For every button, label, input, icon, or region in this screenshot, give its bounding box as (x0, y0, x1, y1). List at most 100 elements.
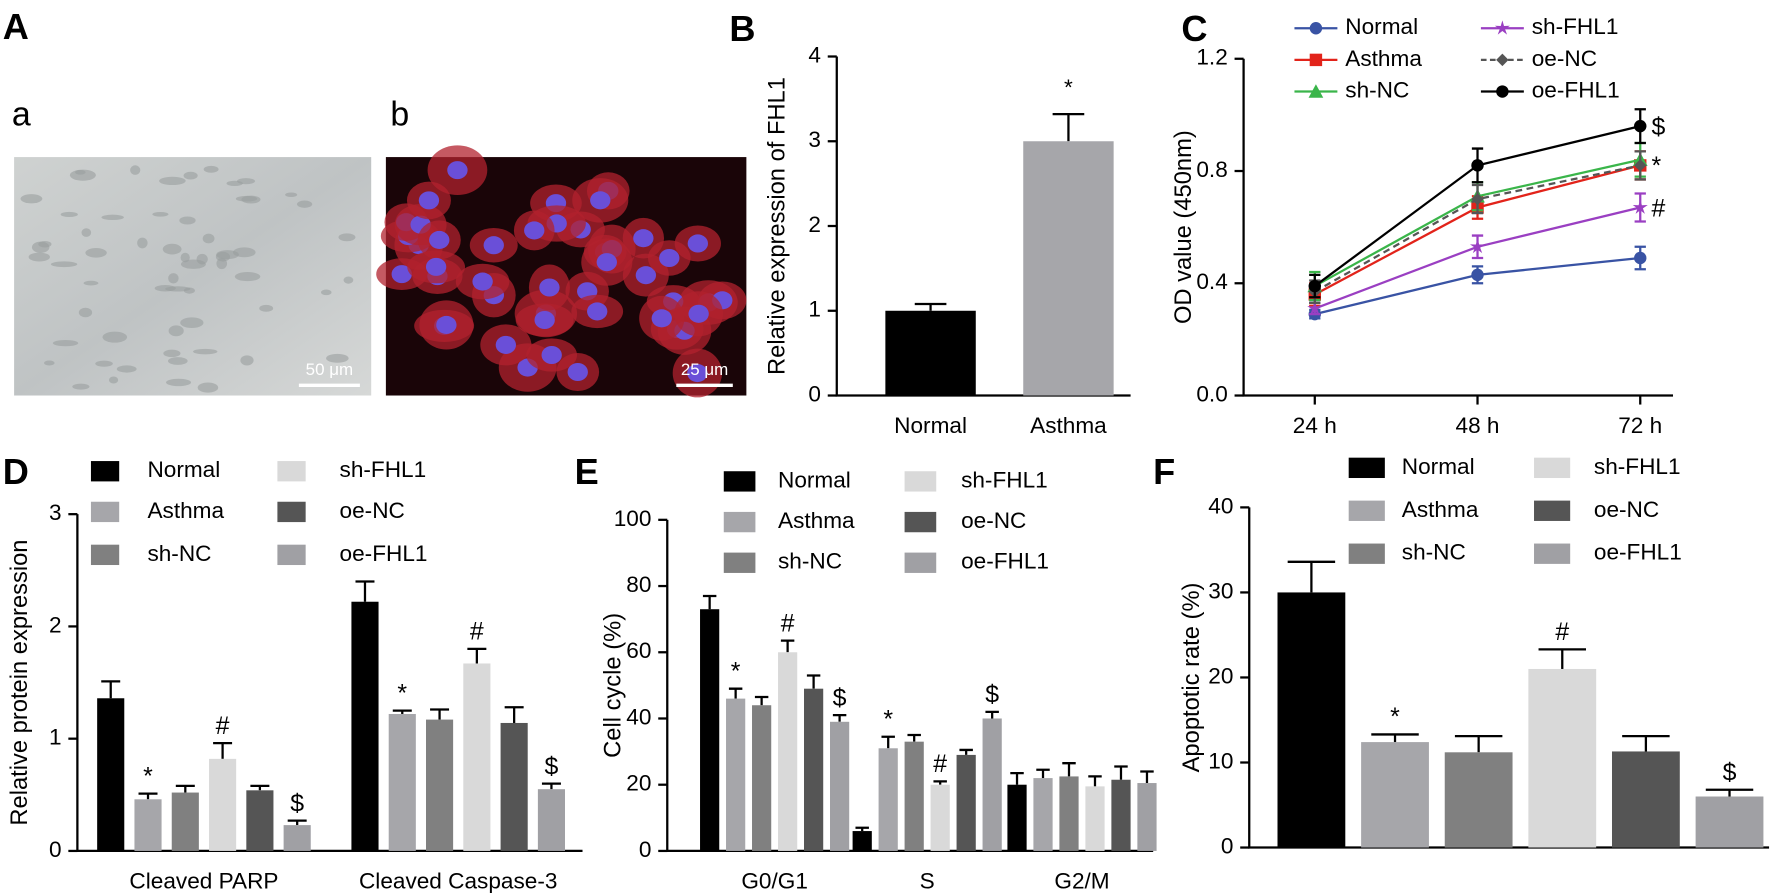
bar (246, 790, 274, 851)
legend-marker (1496, 53, 1509, 67)
legend-swatch (1348, 500, 1385, 521)
cell-body (95, 360, 113, 367)
significance-mark: # (1555, 618, 1569, 646)
bar (752, 705, 772, 851)
nucleus (541, 345, 562, 365)
nucleus (651, 309, 672, 328)
bar (1111, 779, 1131, 851)
significance-mark: $ (1723, 758, 1737, 786)
nucleus (587, 302, 608, 321)
bar (956, 754, 976, 851)
cell-body (203, 165, 219, 173)
bar (1059, 776, 1079, 851)
legend-marker (1308, 84, 1324, 98)
y-tick-label: 0.4 (1196, 269, 1227, 294)
cell-body (343, 276, 354, 284)
bar (1085, 786, 1105, 851)
cell-body (338, 233, 356, 242)
legend-swatch (1348, 457, 1385, 479)
legend-swatch (277, 544, 306, 566)
point (1471, 159, 1484, 172)
legend-swatch (904, 552, 937, 573)
significance-mark: * (731, 657, 741, 685)
significance-mark: # (1652, 194, 1666, 222)
y-tick-label: 3 (808, 127, 821, 152)
bar (852, 831, 872, 851)
image-label: b (390, 95, 409, 133)
significance-mark: # (470, 618, 484, 646)
error-bar (392, 709, 412, 714)
legend-label: oe-FHL1 (1594, 540, 1682, 565)
cell-body (152, 211, 169, 217)
bar (1444, 752, 1513, 848)
point (1308, 279, 1322, 293)
y-axis-label: Cell cycle (%) (600, 613, 626, 758)
error-bar (250, 784, 270, 791)
cell-body (180, 259, 206, 269)
legend-label: Normal (778, 467, 851, 492)
legend-swatch (277, 501, 306, 523)
x-tick-label: 24 h (1293, 413, 1337, 438)
x-tick-label: Cleaved Caspase-3 (359, 869, 557, 894)
bar (804, 688, 824, 851)
y-tick-label: 0 (808, 381, 821, 406)
cell-body (232, 247, 256, 258)
error-bar (541, 782, 561, 790)
cell-body (137, 237, 148, 249)
bar (500, 722, 528, 851)
y-tick-label: 30 (1208, 578, 1233, 603)
significance-mark: $ (985, 681, 999, 709)
x-tick-label: Normal (894, 413, 967, 438)
x-tick-label: G0/G1 (741, 869, 808, 894)
legend-label: oe-NC (1532, 46, 1597, 71)
nucleus (495, 335, 517, 354)
bar (134, 799, 162, 851)
panel-label: B (729, 8, 755, 49)
error-bar (806, 674, 821, 689)
cell-body (240, 355, 254, 366)
bar (878, 748, 898, 851)
y-tick-label: 1.2 (1196, 45, 1227, 70)
cell-body (193, 348, 218, 355)
cell-body (60, 211, 78, 218)
y-tick-label: 3 (49, 500, 62, 525)
cell-body (130, 165, 141, 175)
axis-line (1242, 58, 1674, 397)
cell-body (44, 360, 55, 366)
bar (1023, 141, 1114, 396)
error-bar (907, 733, 921, 742)
cell-body (326, 353, 349, 363)
x-tick-label: Cleaved PARP (129, 869, 278, 894)
panel-label: D (3, 451, 29, 492)
x-tick-label: Asthma (1030, 413, 1107, 438)
bar (537, 789, 566, 851)
y-tick-label: 0.0 (1196, 381, 1227, 406)
panel-label: C (1181, 8, 1207, 49)
bar (778, 652, 798, 851)
point (1632, 199, 1648, 214)
bar (829, 721, 850, 851)
cell-body (180, 252, 190, 263)
nucleus (447, 161, 468, 180)
error-bar (855, 826, 869, 832)
nucleus (534, 310, 555, 330)
bar (1695, 796, 1764, 848)
legend-swatch (904, 471, 937, 492)
error-bar (287, 819, 307, 826)
legend-label: Normal (1402, 454, 1475, 479)
cell-body (85, 248, 107, 258)
cell-body (20, 194, 43, 204)
point (1307, 300, 1323, 315)
legend-marker (1496, 85, 1509, 98)
bar (1528, 668, 1597, 848)
x-tick-label: G2/M (1054, 869, 1109, 894)
error-bar (101, 680, 121, 699)
y-axis-label: Relative expression of FHL1 (764, 77, 790, 375)
bar (351, 601, 379, 851)
significance-mark: * (1652, 152, 1662, 180)
significance-mark: $ (1652, 113, 1666, 141)
point (1471, 268, 1484, 282)
point (1634, 119, 1647, 133)
legend-swatch (1534, 500, 1571, 521)
